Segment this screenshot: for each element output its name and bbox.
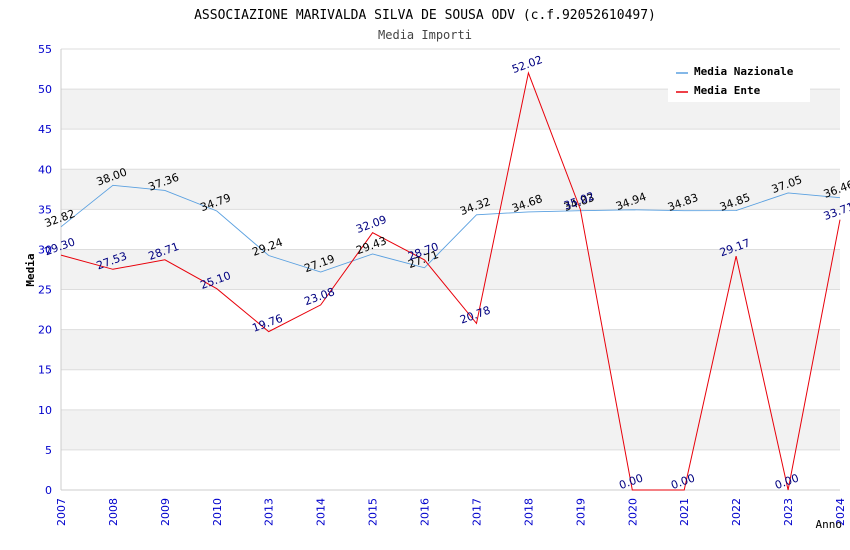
x-tick-label: 2008 (107, 498, 120, 526)
legend-label-ente: Media Ente (694, 84, 761, 97)
grid-band (61, 169, 840, 210)
legend-box (668, 58, 810, 102)
series-line-media-nazionale (60, 184, 841, 273)
chart-subtitle: Media Importi (378, 28, 472, 42)
grid-band (61, 409, 840, 450)
x-tick-label: 2007 (55, 498, 68, 526)
x-tick-label: 2022 (730, 498, 743, 526)
x-tick-label: 2010 (211, 498, 224, 526)
grid-band (61, 249, 840, 290)
x-tick-label: 2016 (419, 498, 432, 526)
x-tick-label: 2021 (678, 498, 691, 526)
x-tick-label: 2020 (626, 498, 639, 526)
x-tick-label: 2014 (315, 498, 328, 526)
grid-band (61, 329, 840, 370)
legend-label-nazionale: Media Nazionale (694, 65, 794, 78)
data-label-ente: 52.02 (510, 53, 544, 76)
x-tick-label: 2018 (522, 498, 535, 526)
x-tick-label: 2017 (470, 498, 483, 526)
chart-title: ASSOCIAZIONE MARIVALDA SILVA DE SOUSA OD… (194, 8, 656, 23)
data-label-ente: 32.09 (354, 213, 388, 236)
x-tick-label: 2023 (782, 498, 795, 526)
data-label-ente: 0.00 (617, 471, 644, 492)
y-tick-label: 40 (38, 163, 52, 176)
y-tick-label: 5 (45, 444, 52, 457)
y-tick-label: 20 (38, 324, 52, 337)
data-label-ente: 0.00 (773, 471, 800, 492)
y-tick-label: 10 (38, 404, 52, 417)
legend: Media Nazionale Media Ente (668, 58, 810, 102)
x-tick-label: 2013 (263, 498, 276, 526)
x-tick-label: 2015 (367, 498, 380, 526)
series-line-media-ente (60, 71, 841, 491)
data-label-ente: 0.00 (669, 471, 696, 492)
y-tick-label: 50 (38, 83, 52, 96)
y-tick-label: 25 (38, 284, 52, 297)
x-tick-label: 2019 (574, 498, 587, 526)
y-tick-label: 15 (38, 364, 52, 377)
x-axis-label: Anno (816, 518, 843, 531)
x-tick-label: 2024 (834, 498, 847, 526)
y-tick-label: 0 (45, 484, 52, 497)
y-tick-label: 55 (38, 43, 52, 56)
y-tick-label: 35 (38, 203, 52, 216)
y-tick-label: 45 (38, 123, 52, 136)
x-tick-label: 2009 (159, 498, 172, 526)
plot-area: 0 5 10 15 20 25 30 35 40 45 50 55 2007 2008 2009 2010 20… (38, 43, 850, 526)
y-tick-label: 30 (38, 243, 52, 256)
y-axis-label: Media (24, 253, 37, 286)
